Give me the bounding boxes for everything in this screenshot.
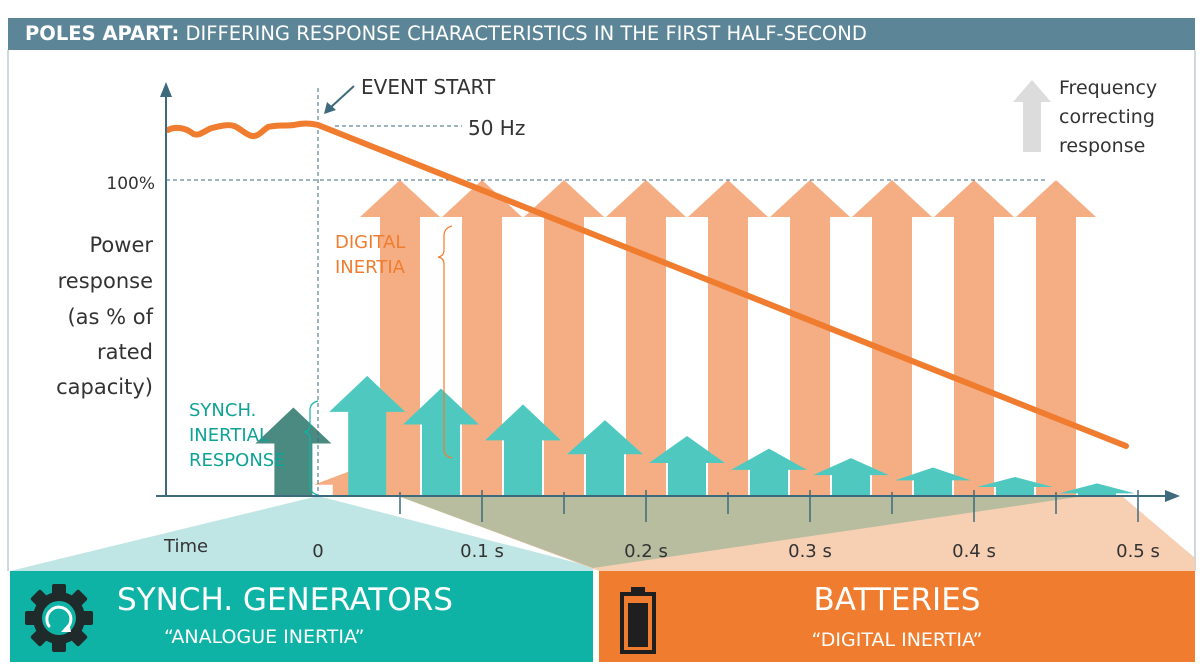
battery-icon (620, 587, 656, 654)
battery-arrow-8 (852, 180, 932, 496)
header-title-bold: POLES APART: (25, 22, 180, 45)
synch-generators-subtitle: “ANALOGUE INERTIA” (164, 626, 365, 648)
battery-arrow-6 (688, 180, 768, 496)
synch-inertial-label-line-1: SYNCH. (189, 400, 256, 421)
x-tick-label-4: 0.4 s (952, 541, 996, 562)
y-axis-label-line-5: capacity) (56, 375, 153, 399)
gear-icon (25, 584, 93, 652)
battery-arrow-4 (524, 180, 604, 496)
legend-arrow-icon (1013, 80, 1051, 152)
synch-projection (10, 496, 593, 571)
x-tick-label-1: 0.1 s (460, 541, 504, 562)
synch-arrow-3 (403, 388, 479, 496)
synch-generators-title: SYNCH. GENERATORS (117, 582, 453, 618)
x-axis-arrowhead (1165, 490, 1180, 502)
legend-label-line-1: Frequency (1059, 77, 1157, 99)
y-axis-arrowhead (160, 82, 172, 97)
synch-generators-panel: SYNCH. GENERATORS “ANALOGUE INERTIA” (10, 571, 593, 662)
synch-arrow-4 (485, 404, 561, 496)
synch-arrow-9 (895, 467, 971, 496)
synch-inertial-brace (303, 400, 319, 496)
legend-label-line-2: correcting (1059, 106, 1155, 128)
synch-arrow-8 (813, 458, 889, 496)
frequency-label: 50 Hz (468, 116, 525, 140)
batteries-title: BATTERIES (813, 582, 981, 618)
synch-arrow-11 (1059, 483, 1135, 496)
synch-inertial-label-line-2: INERTIAL (189, 425, 269, 446)
battery-arrow-10 (1016, 180, 1096, 496)
digital-inertia-label-line-1: DIGITAL (335, 232, 405, 253)
synch-arrow-6 (649, 435, 725, 496)
y-axis-label-line-3: (as % of (67, 305, 153, 329)
event-start-label: EVENT START (361, 75, 496, 99)
x-axis-ticks (399, 490, 1139, 522)
battery-arrow-5 (606, 180, 686, 496)
x-axis-label: Time (163, 536, 208, 557)
digital-inertia-brace (437, 225, 453, 459)
x-tick-label-2: 0.2 s (624, 541, 668, 562)
synch-arrows (255, 375, 1135, 496)
x-tick-label-0: 0 (312, 541, 323, 562)
frequency-line (165, 120, 1129, 449)
y-axis-label-line-1: Power (90, 233, 154, 257)
hundred-percent-label: 100% (106, 174, 155, 194)
x-tick-label-5: 0.5 s (1116, 541, 1160, 562)
batteries-subtitle: “DIGITAL INERTIA” (811, 629, 983, 651)
battery-arrow-9 (934, 180, 1014, 496)
batteries-panel: BATTERIES “DIGITAL INERTIA” (599, 571, 1195, 662)
synch-arrow-2 (329, 375, 406, 496)
header-title-rest: DIFFERING RESPONSE CHARACTERISTICS IN TH… (185, 22, 867, 45)
x-tick-labels: 0 0.1 s 0.2 s 0.3 s 0.4 s 0.5 s (312, 541, 1160, 562)
event-start-pointer (329, 85, 355, 109)
digital-inertia-label-line-2: INERTIA (335, 257, 406, 278)
battery-arrow-7 (770, 180, 850, 496)
y-axis-label-line-4: rated (97, 340, 153, 364)
event-start-arrowhead (324, 102, 336, 114)
synch-arrow-10 (977, 477, 1053, 496)
header-bar: POLES APART: DIFFERING RESPONSE CHARACTE… (8, 18, 1195, 50)
legend-label-line-3: response (1059, 135, 1145, 157)
y-axis-label-line-2: response (58, 269, 153, 293)
x-tick-label-3: 0.3 s (788, 541, 832, 562)
overlap-projection (398, 496, 1084, 568)
synch-inertial-label-line-3: RESPONSE (189, 450, 286, 471)
synch-arrow-7 (731, 448, 807, 496)
synch-arrow-1 (255, 407, 332, 496)
synch-arrow-5 (567, 420, 643, 496)
